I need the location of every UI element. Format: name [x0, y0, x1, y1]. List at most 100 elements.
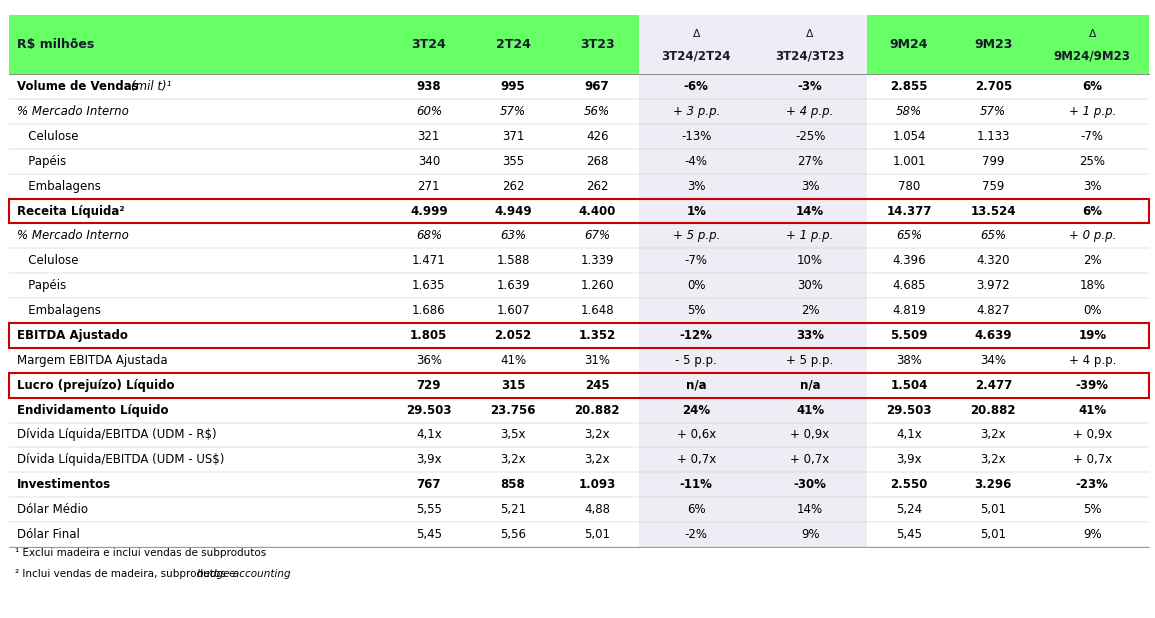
- Text: 5.509: 5.509: [891, 329, 927, 342]
- Text: 1.639: 1.639: [497, 279, 530, 292]
- Text: 57%: 57%: [500, 105, 526, 118]
- Text: 1.093: 1.093: [579, 478, 616, 491]
- Text: ¹ Exclui madeira e inclui vendas de subprodutos: ¹ Exclui madeira e inclui vendas de subp…: [15, 548, 267, 558]
- Text: 3,2x: 3,2x: [981, 454, 1006, 467]
- Text: 2T24: 2T24: [495, 38, 530, 51]
- Text: (mil t)¹: (mil t)¹: [132, 80, 172, 93]
- Text: 759: 759: [982, 180, 1005, 193]
- Text: Embalagens: Embalagens: [17, 180, 102, 193]
- Text: 355: 355: [502, 154, 524, 167]
- Text: Investimentos: Investimentos: [17, 478, 111, 491]
- Text: Volume de Vendas: Volume de Vendas: [17, 80, 143, 93]
- Text: 1.260: 1.260: [580, 279, 614, 292]
- Text: -11%: -11%: [680, 478, 713, 491]
- Text: 3%: 3%: [1083, 180, 1102, 193]
- Text: -12%: -12%: [680, 329, 713, 342]
- Text: 371: 371: [501, 130, 524, 143]
- Text: 1.352: 1.352: [579, 329, 616, 342]
- Text: 729: 729: [417, 379, 441, 392]
- Text: + 1 p.p.: + 1 p.p.: [1068, 105, 1116, 118]
- Text: Lucro (prejuízo) Líquido: Lucro (prejuízo) Líquido: [17, 379, 174, 392]
- Text: 65%: 65%: [896, 229, 922, 242]
- Text: % Mercado Interno: % Mercado Interno: [17, 105, 129, 118]
- Text: 4.639: 4.639: [975, 329, 1012, 342]
- Text: 20.882: 20.882: [574, 404, 620, 417]
- Text: 767: 767: [417, 478, 441, 491]
- Text: + 0,6x: + 0,6x: [677, 428, 716, 441]
- Text: 268: 268: [586, 154, 609, 167]
- Text: 938: 938: [417, 80, 441, 93]
- Text: 1.133: 1.133: [976, 130, 1009, 143]
- Text: + 4 p.p.: + 4 p.p.: [1068, 354, 1116, 367]
- Text: 60%: 60%: [416, 105, 442, 118]
- Text: -2%: -2%: [685, 528, 708, 541]
- Text: 6%: 6%: [1082, 80, 1102, 93]
- Text: -3%: -3%: [798, 80, 822, 93]
- Text: -7%: -7%: [685, 254, 708, 267]
- Text: R$ milhões: R$ milhões: [17, 38, 95, 51]
- Text: 780: 780: [897, 180, 921, 193]
- Text: 1.588: 1.588: [497, 254, 530, 267]
- Text: 5%: 5%: [1083, 503, 1102, 516]
- Text: -4%: -4%: [685, 154, 708, 167]
- Text: 9M23: 9M23: [974, 38, 1013, 51]
- Text: 36%: 36%: [416, 354, 442, 367]
- Text: 3T24/3T23: 3T24/3T23: [775, 49, 844, 62]
- Text: 3,2x: 3,2x: [584, 428, 610, 441]
- Text: 9%: 9%: [800, 528, 819, 541]
- Text: EBITDA Ajustado: EBITDA Ajustado: [17, 329, 128, 342]
- Text: 2.477: 2.477: [975, 379, 1012, 392]
- Text: 5,56: 5,56: [500, 528, 526, 541]
- Text: 2%: 2%: [1083, 254, 1102, 267]
- Text: 63%: 63%: [500, 229, 526, 242]
- Text: Celulose: Celulose: [17, 130, 79, 143]
- Text: 3%: 3%: [687, 180, 706, 193]
- Text: 262: 262: [586, 180, 609, 193]
- Text: 4.320: 4.320: [976, 254, 1009, 267]
- Text: Margem EBITDA Ajustada: Margem EBITDA Ajustada: [17, 354, 167, 367]
- Text: Receita Líquida²: Receita Líquida²: [17, 205, 125, 218]
- Bar: [9, 323, 1149, 348]
- Text: 858: 858: [500, 478, 526, 491]
- Text: 1%: 1%: [686, 205, 706, 218]
- Text: Papéis: Papéis: [17, 154, 67, 167]
- Text: + 5 p.p.: + 5 p.p.: [787, 354, 834, 367]
- Text: 67%: 67%: [584, 229, 610, 242]
- Text: 321: 321: [418, 130, 440, 143]
- Text: -25%: -25%: [795, 130, 826, 143]
- Text: 2%: 2%: [800, 304, 819, 317]
- Text: 41%: 41%: [1079, 404, 1106, 417]
- Text: 1.805: 1.805: [410, 329, 447, 342]
- Text: 5,01: 5,01: [981, 503, 1006, 516]
- Text: 4.827: 4.827: [976, 304, 1011, 317]
- Text: 995: 995: [500, 80, 526, 93]
- Text: 2.550: 2.550: [891, 478, 927, 491]
- Bar: [753, 15, 867, 74]
- Text: 4,1x: 4,1x: [416, 428, 441, 441]
- Text: Endividamento Líquido: Endividamento Líquido: [17, 404, 169, 417]
- Text: 30%: 30%: [797, 279, 824, 292]
- Text: 1.635: 1.635: [412, 279, 446, 292]
- Text: 4.396: 4.396: [893, 254, 926, 267]
- Text: 4.949: 4.949: [494, 205, 531, 218]
- Text: 340: 340: [418, 154, 440, 167]
- Text: Embalagens: Embalagens: [17, 304, 102, 317]
- Text: 14%: 14%: [797, 503, 824, 516]
- Text: -6%: -6%: [684, 80, 709, 93]
- Text: Dólar Final: Dólar Final: [17, 528, 80, 541]
- Text: 23.756: 23.756: [490, 404, 536, 417]
- Bar: [9, 15, 1149, 74]
- Text: 65%: 65%: [981, 229, 1006, 242]
- Text: 56%: 56%: [584, 105, 610, 118]
- Text: 4,88: 4,88: [584, 503, 610, 516]
- Text: Δ: Δ: [806, 28, 814, 39]
- Text: 31%: 31%: [584, 354, 610, 367]
- Text: 5%: 5%: [687, 304, 706, 317]
- Text: 5,45: 5,45: [416, 528, 442, 541]
- Text: 262: 262: [501, 180, 524, 193]
- Text: 1.648: 1.648: [580, 304, 614, 317]
- Text: 4.685: 4.685: [893, 279, 926, 292]
- Text: 38%: 38%: [896, 354, 922, 367]
- Text: ² Inclui vendas de madeira, subprodutos e: ² Inclui vendas de madeira, subprodutos …: [15, 569, 239, 578]
- Text: 18%: 18%: [1079, 279, 1105, 292]
